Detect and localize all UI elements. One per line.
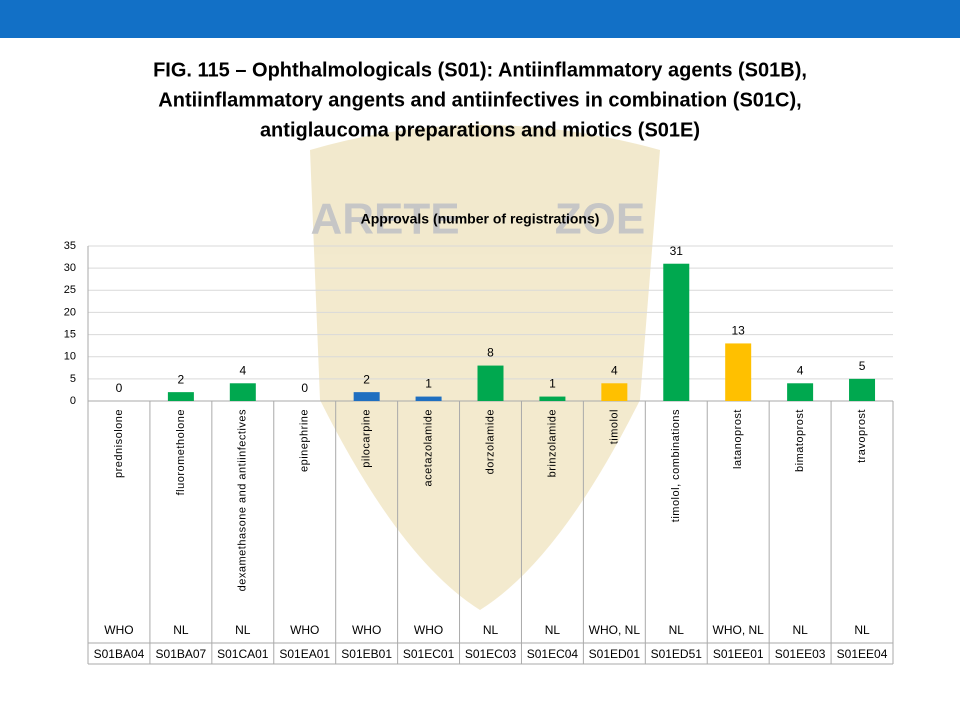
atc-code: S01ED01 <box>589 647 641 661</box>
y-tick-label: 25 <box>64 284 76 296</box>
figure-title: antiglaucoma preparations and miotics (S… <box>260 119 700 141</box>
atc-code: S01EE01 <box>713 647 764 661</box>
x-tick-label: timolol, combinations <box>670 409 682 522</box>
y-tick-label: 5 <box>70 373 76 385</box>
source-label: WHO, NL <box>713 623 765 637</box>
source-label: WHO <box>104 623 133 637</box>
source-label: WHO <box>290 623 319 637</box>
source-label: NL <box>669 623 685 637</box>
bar <box>663 263 690 401</box>
atc-code: S01CA01 <box>217 647 269 661</box>
value-label: 0 <box>116 381 123 395</box>
atc-code: S01BA04 <box>94 647 145 661</box>
value-label: 4 <box>611 363 618 377</box>
atc-code: S01EB01 <box>341 647 392 661</box>
value-label: 4 <box>239 363 246 377</box>
y-tick-label: 20 <box>64 306 76 318</box>
bar <box>167 392 194 401</box>
figure-title: Antiinflammatory angents and antiinfecti… <box>158 89 801 111</box>
source-label: WHO <box>414 623 443 637</box>
bar <box>725 343 752 401</box>
x-tick-label: travoprost <box>856 409 868 463</box>
bar <box>787 383 814 401</box>
source-label: NL <box>173 623 189 637</box>
source-label: NL <box>545 623 561 637</box>
x-tick-label: bimatoprost <box>794 409 806 472</box>
value-label: 1 <box>549 377 556 391</box>
source-label: WHO <box>352 623 381 637</box>
source-label: NL <box>792 623 808 637</box>
atc-code: S01EC03 <box>465 647 517 661</box>
x-tick-label: acetazolamide <box>422 409 434 486</box>
watermark-text: ZOE <box>555 195 645 244</box>
y-tick-label: 10 <box>64 351 76 363</box>
value-label: 1 <box>425 377 432 391</box>
y-tick-label: 0 <box>70 395 76 407</box>
value-label: 0 <box>301 381 308 395</box>
bar <box>415 396 442 401</box>
x-tick-label: brinzolamide <box>546 409 558 477</box>
watermark-text: ARETE <box>310 195 459 244</box>
x-tick-label: latanoprost <box>732 409 744 469</box>
header-bar <box>0 0 960 38</box>
value-label: 2 <box>178 372 185 386</box>
atc-code: S01EC01 <box>403 647 455 661</box>
value-label: 13 <box>732 324 746 338</box>
figure-title: FIG. 115 – Ophthalmologicals (S01): Anti… <box>153 59 807 81</box>
value-label: 8 <box>487 346 494 360</box>
x-tick-label: epinephrine <box>299 409 311 472</box>
source-label: NL <box>483 623 499 637</box>
x-tick-label: dexamethasone and antiinfectives <box>237 409 249 591</box>
bar <box>477 365 504 401</box>
bar <box>539 396 566 401</box>
value-label: 31 <box>670 244 684 258</box>
x-tick-label: dorzolamide <box>484 409 496 474</box>
source-label: NL <box>854 623 870 637</box>
bar <box>229 383 256 401</box>
x-tick-label: fluorometholone <box>175 409 187 495</box>
x-tick-label: timolol <box>608 409 620 444</box>
atc-code: S01EC04 <box>527 647 579 661</box>
bar <box>849 378 876 401</box>
value-label: 2 <box>363 372 370 386</box>
bar <box>353 392 380 401</box>
x-tick-label: prednisolone <box>113 409 125 478</box>
atc-code: S01EE03 <box>775 647 826 661</box>
atc-code: S01ED51 <box>651 647 703 661</box>
value-label: 5 <box>859 359 866 373</box>
atc-code: S01EA01 <box>279 647 330 661</box>
value-label: 4 <box>797 363 804 377</box>
y-tick-label: 35 <box>64 240 76 252</box>
source-label: NL <box>235 623 251 637</box>
y-tick-label: 30 <box>64 262 76 274</box>
bar <box>601 383 628 401</box>
x-tick-label: pilocarpine <box>361 409 373 468</box>
atc-code: S01EE04 <box>837 647 888 661</box>
chart-title: Approvals (number of registrations) <box>361 211 600 227</box>
y-tick-label: 15 <box>64 328 76 340</box>
source-label: WHO, NL <box>589 623 641 637</box>
atc-code: S01BA07 <box>156 647 207 661</box>
